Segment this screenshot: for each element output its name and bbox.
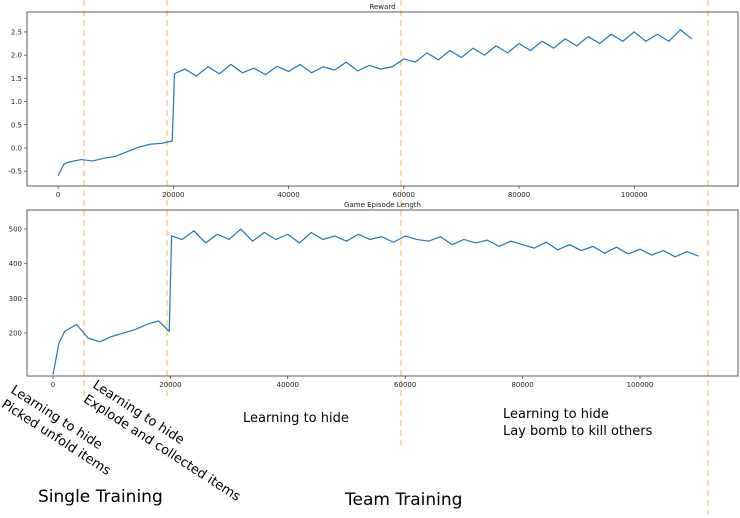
y-tick-label: 500 bbox=[9, 226, 22, 234]
chart-title: Game Episode Length bbox=[344, 201, 421, 209]
chart-title: Reward bbox=[369, 3, 395, 11]
y-tick-label: 2.5 bbox=[11, 28, 22, 36]
x-tick-label: 20000 bbox=[162, 191, 184, 199]
annotation-text: Team Training bbox=[344, 490, 462, 510]
y-tick-label: 1.5 bbox=[11, 75, 22, 83]
y-tick-label: 2.0 bbox=[11, 52, 22, 60]
y-tick-label: 200 bbox=[9, 330, 22, 338]
y-tick-label: 0.0 bbox=[11, 144, 22, 152]
annotation-text: Learning to hide bbox=[503, 407, 609, 422]
annotation-text: Learning to hide bbox=[243, 411, 349, 426]
x-tick-label: 40000 bbox=[277, 191, 299, 199]
plot-frame bbox=[26, 209, 739, 377]
data-line bbox=[52, 228, 699, 375]
x-tick-label: 20000 bbox=[159, 381, 181, 389]
y-tick-label: 1.0 bbox=[11, 98, 22, 106]
y-tick-label: 400 bbox=[9, 260, 22, 268]
x-tick-label: 0 bbox=[56, 191, 60, 199]
y-tick-label: 300 bbox=[9, 295, 22, 303]
annotation: Team Training bbox=[344, 490, 462, 510]
x-tick-label: 100000 bbox=[621, 191, 648, 199]
x-tick-label: 0 bbox=[51, 381, 55, 389]
y-tick-label: -0.5 bbox=[8, 168, 22, 176]
annotation: Learning to hide Lay bomb to kill others bbox=[503, 407, 653, 439]
y-tick-label: 0.5 bbox=[11, 121, 22, 129]
data-line bbox=[57, 28, 693, 177]
annotation: Learning to hide bbox=[243, 411, 349, 426]
x-tick-label: 80000 bbox=[508, 191, 530, 199]
x-tick-label: 60000 bbox=[393, 191, 415, 199]
annotation: Single Training bbox=[38, 487, 163, 507]
x-tick-label: 80000 bbox=[511, 381, 533, 389]
annotation-text: Lay bomb to kill others bbox=[503, 424, 653, 439]
x-tick-label: 100000 bbox=[627, 381, 654, 389]
plot-frame bbox=[26, 11, 739, 187]
annotation-text: Single Training bbox=[38, 487, 163, 507]
x-tick-label: 60000 bbox=[394, 381, 416, 389]
x-tick-label: 40000 bbox=[277, 381, 299, 389]
